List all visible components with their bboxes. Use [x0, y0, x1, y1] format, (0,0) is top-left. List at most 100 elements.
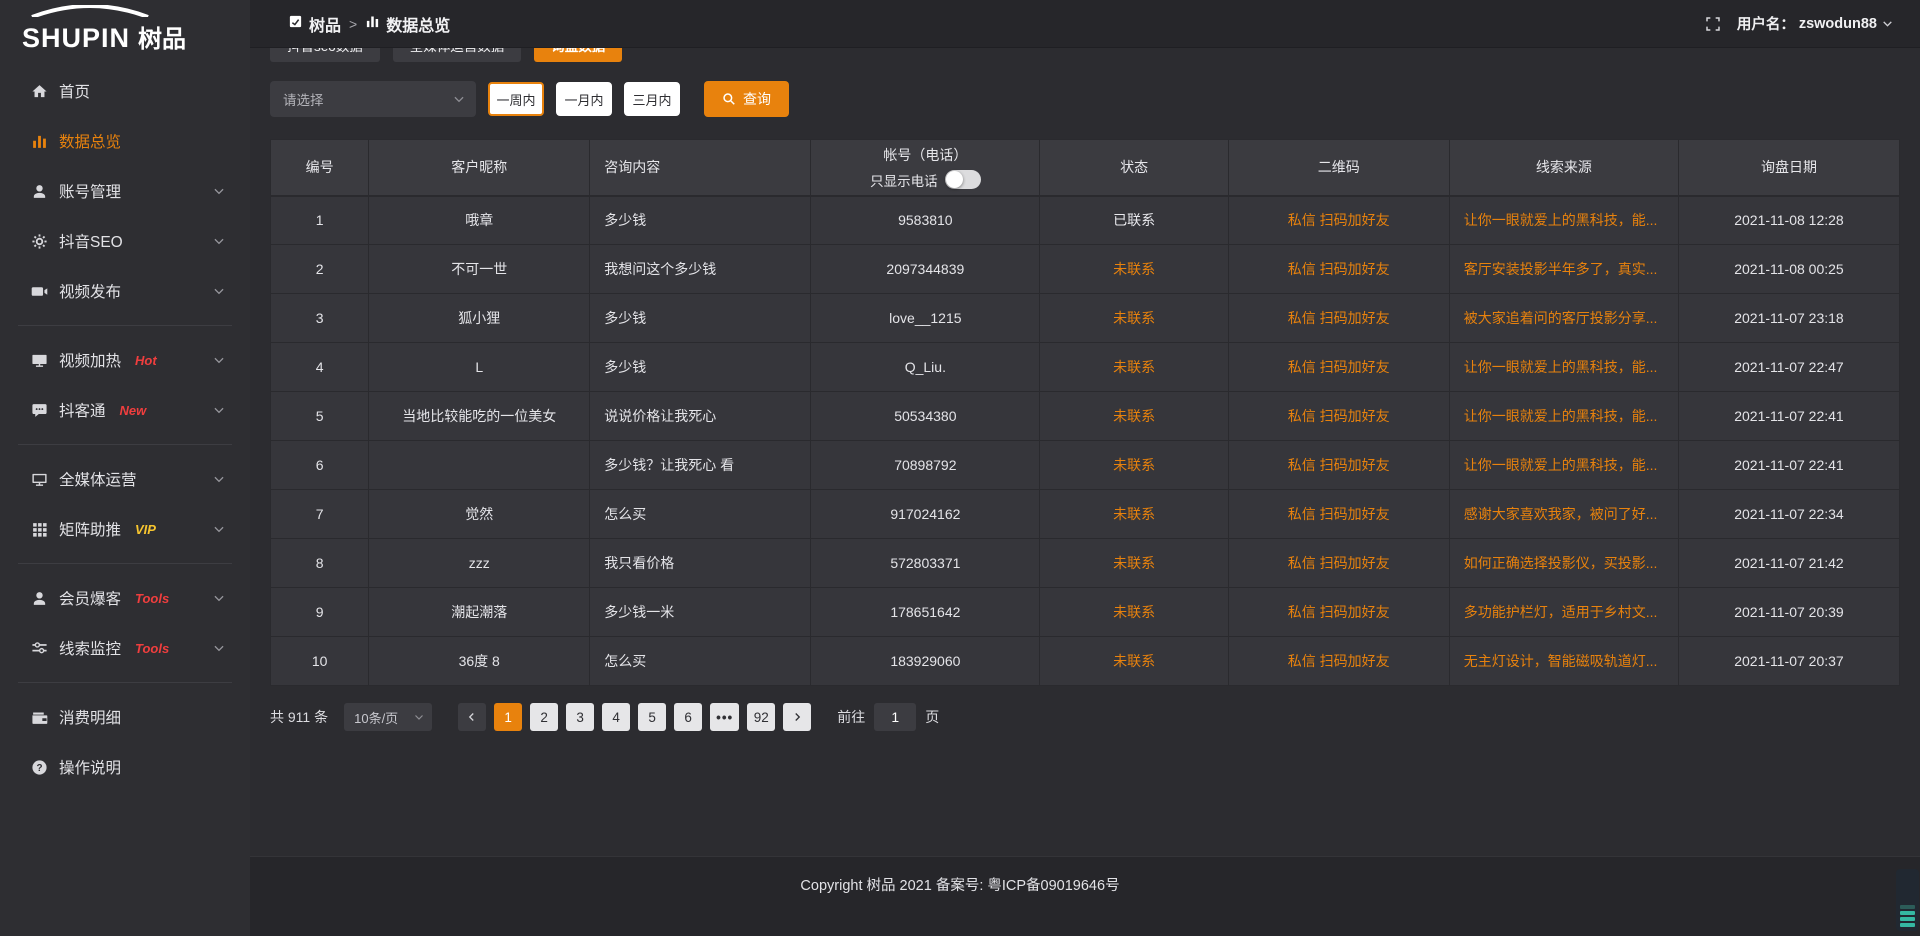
breadcrumb-page[interactable]: 数据总览: [365, 12, 450, 36]
app-logo[interactable]: SHUPIN 树品: [0, 0, 250, 58]
cell-date: 2021-11-07 20:39: [1677, 587, 1901, 637]
qr-link[interactable]: 私信 扫码加好友: [1287, 653, 1390, 669]
cell-account: 917024162: [810, 489, 1041, 539]
cell-qr: 私信 扫码加好友: [1227, 391, 1450, 441]
next-page-button[interactable]: [783, 703, 812, 731]
sidebar-item-operation-guide[interactable]: ? 操作说明: [0, 742, 250, 792]
chevron-down-icon: [212, 403, 226, 417]
cell-id: 5: [269, 391, 370, 441]
source-link[interactable]: 被大家追着问的客厅投影分享...: [1463, 310, 1658, 326]
chat-icon: [30, 401, 48, 419]
source-link[interactable]: 多功能护栏灯，适用于乡村文...: [1463, 604, 1658, 620]
source-link[interactable]: 让你一眼就爱上的黑科技，能...: [1463, 457, 1658, 473]
sidebar-item-account-manage[interactable]: 账号管理: [0, 166, 250, 216]
qr-link[interactable]: 私信 扫码加好友: [1287, 555, 1390, 571]
sidebar-item-label: 消费明细: [59, 710, 122, 727]
source-link[interactable]: 如何正确选择投影仪，买投影...: [1463, 555, 1658, 571]
table-row: 6 多少钱？让我死心 看 70898792 未联系 私信 扫码加好友 让你一眼就爱上的黑科…: [269, 440, 1901, 490]
qr-link[interactable]: 私信 扫码加好友: [1287, 359, 1390, 375]
more-pages-button[interactable]: •••: [710, 703, 740, 731]
page-button-1[interactable]: 1: [494, 703, 523, 731]
cell-content: 怎么买: [589, 489, 812, 539]
cell-account: 2097344839: [810, 244, 1041, 294]
sidebar-item-douyin-seo[interactable]: 抖音SEO: [0, 216, 250, 266]
user-menu[interactable]: 用户名： zswodun88: [1737, 13, 1894, 34]
sidebar-item-home[interactable]: 首页: [0, 66, 250, 116]
qr-link[interactable]: 私信 扫码加好友: [1287, 604, 1390, 620]
page-button-5[interactable]: 5: [638, 703, 667, 731]
cell-id: 7: [269, 489, 370, 539]
table-row: 10 36度 8 怎么买 183929060 未联系 私信 扫码加好友 无主灯设计，智能磁吸…: [269, 636, 1901, 686]
period-one-month[interactable]: 一月内: [556, 82, 612, 116]
breadcrumb-app[interactable]: 树品: [288, 12, 341, 36]
cell-source: 让你一眼就爱上的黑科技，能...: [1448, 391, 1679, 441]
cell-qr: 私信 扫码加好友: [1227, 538, 1450, 588]
table-row: 8 zzz 我只看价格 572803371 未联系 私信 扫码加好友 如何正确选择投影仪，买…: [269, 538, 1901, 588]
source-link[interactable]: 让你一眼就爱上的黑科技，能...: [1463, 359, 1658, 375]
qr-link[interactable]: 私信 扫码加好友: [1287, 261, 1390, 277]
cell-nickname: 不可一世: [368, 244, 591, 294]
qr-link[interactable]: 私信 扫码加好友: [1287, 310, 1390, 326]
qr-link[interactable]: 私信 扫码加好友: [1287, 212, 1390, 229]
qr-link[interactable]: 私信 扫码加好友: [1287, 408, 1390, 424]
sidebar-item-data-overview[interactable]: 数据总览: [0, 116, 250, 166]
cell-date: 2021-11-07 22:34: [1677, 489, 1901, 539]
page-button-4[interactable]: 4: [602, 703, 631, 731]
username-label: 用户名：: [1736, 17, 1795, 33]
account-select[interactable]: 请选择: [270, 81, 476, 117]
cell-date: 2021-11-07 22:47: [1677, 342, 1901, 392]
page-button-6[interactable]: 6: [674, 703, 703, 731]
chevron-down-icon: [1881, 17, 1894, 30]
cell-account: 70898792: [810, 440, 1041, 490]
sidebar-item-matrix-boost[interactable]: 矩阵助推 VIP: [0, 504, 250, 554]
logo-cjk: 树品: [138, 26, 187, 53]
chevron-down-icon: [452, 92, 466, 106]
sidebar-item-douketong[interactable]: 抖客通 New: [0, 385, 250, 435]
page-button-2[interactable]: 2: [530, 703, 559, 731]
corner-widget[interactable]: [1896, 869, 1919, 931]
sidebar-item-consume-detail[interactable]: 消费明细: [0, 692, 250, 742]
page-size-select[interactable]: 10条/页: [344, 703, 433, 731]
source-link[interactable]: 无主灯设计，智能磁吸轨道灯...: [1463, 653, 1658, 669]
sidebar: SHUPIN 树品 首页数据总览账号管理 抖音SEO 视频发布视频加热 Hot 抖客通 N…: [0, 0, 250, 936]
cell-date: 2021-11-07 20:37: [1677, 636, 1901, 686]
prev-page-button[interactable]: [458, 703, 487, 731]
source-link[interactable]: 让你一眼就爱上的黑科技，能...: [1463, 212, 1658, 229]
page-button-92[interactable]: 92: [747, 703, 776, 731]
period-three-months[interactable]: 三月内: [624, 82, 680, 116]
sidebar-item-video-heat[interactable]: 视频加热 Hot: [0, 335, 250, 385]
chevron-down-icon: [413, 711, 425, 723]
page-jump-input[interactable]: [874, 703, 917, 731]
qr-link[interactable]: 私信 扫码加好友: [1287, 506, 1390, 522]
sidebar-item-lead-monitor[interactable]: 线索监控 Tools: [0, 623, 250, 673]
wallet-icon: [30, 708, 48, 726]
cell-status: 未联系: [1039, 538, 1229, 588]
sidebar-divider: [18, 444, 232, 445]
source-link[interactable]: 让你一眼就爱上的黑科技，能...: [1463, 408, 1658, 424]
sidebar-item-video-publish[interactable]: 视频发布: [0, 266, 250, 316]
sidebar-item-label: 全媒体运营: [59, 472, 137, 489]
sidebar-item-member-baoke[interactable]: 会员爆客 Tools: [0, 573, 250, 623]
page-button-3[interactable]: 3: [566, 703, 595, 731]
query-button[interactable]: 查询: [704, 81, 789, 117]
sidebar-item-label: 数据总览: [59, 134, 122, 151]
cell-content: 多少钱: [589, 342, 812, 392]
sidebar-item-media-operation[interactable]: 全媒体运营: [0, 454, 250, 504]
column-header: 询盘日期: [1677, 139, 1901, 197]
source-link[interactable]: 感谢大家喜欢我家，被问了好...: [1463, 506, 1658, 522]
home-icon: [30, 82, 48, 100]
chevron-down-icon: [212, 353, 226, 367]
column-header: 状态: [1039, 139, 1229, 197]
question-icon: ?: [30, 758, 48, 776]
cell-status: 未联系: [1039, 587, 1229, 637]
goto-suffix: 页: [925, 709, 940, 725]
qr-link[interactable]: 私信 扫码加好友: [1287, 457, 1390, 473]
sidebar-badge: VIP: [135, 521, 156, 537]
table-row: 5 当地比较能吃的一位美女 说说价格让我死心 50534380 未联系 私信 扫码加好友 让…: [269, 391, 1901, 441]
period-one-week[interactable]: 一周内: [488, 82, 544, 116]
source-link[interactable]: 客厅安装投影半年多了，真实...: [1463, 261, 1658, 277]
phone-only-toggle[interactable]: [944, 170, 981, 190]
fullscreen-icon[interactable]: [1705, 16, 1721, 32]
